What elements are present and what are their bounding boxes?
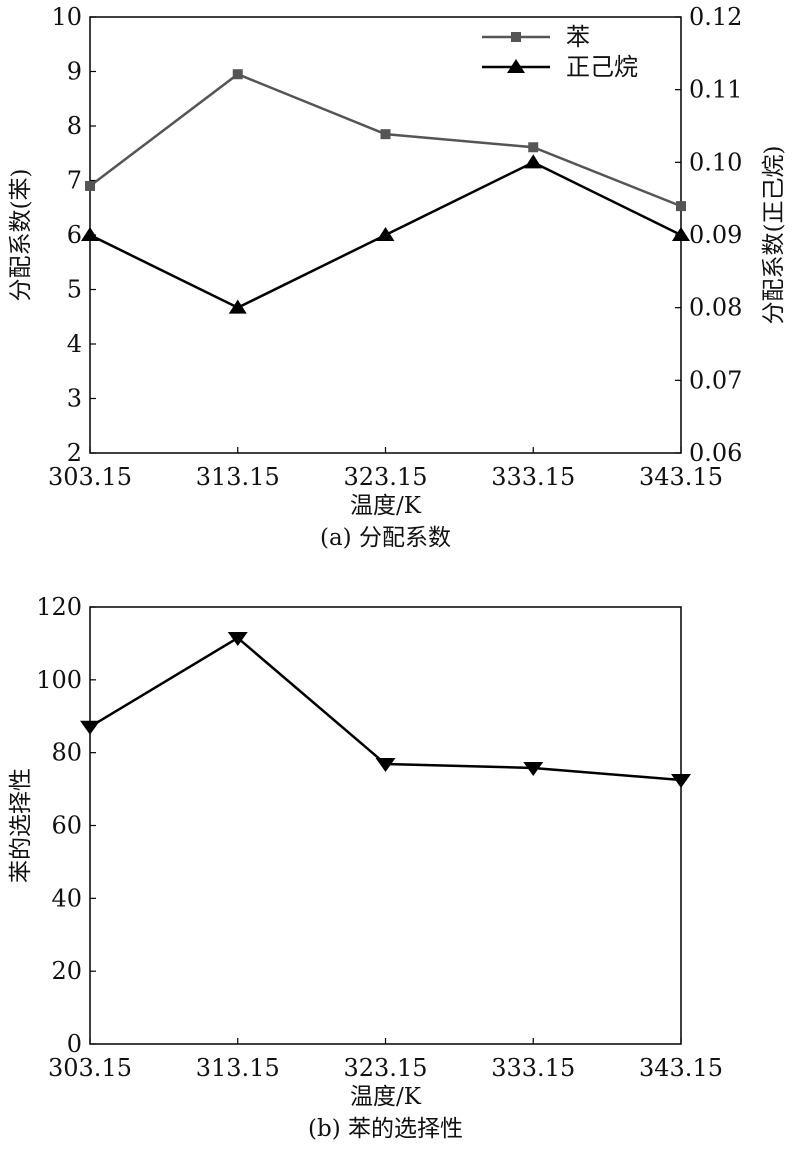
legend-label-1: 正己烷: [566, 53, 638, 81]
y-tick-label-left: 5: [67, 276, 82, 304]
chart-a-partition-coefficient: 303.15 313.15 323.15 333.15 343.15 温度/K (a) 分配…: [8, 3, 787, 551]
data-point-0-1: [227, 631, 248, 646]
y-tick-label-left: 60: [51, 812, 82, 840]
x-tick-label: 313.15: [196, 1054, 280, 1082]
x-axis-label: 温度/K: [350, 493, 422, 519]
y-tick-label-left: 9: [67, 58, 82, 86]
data-point-0-2: [375, 757, 396, 772]
data-point-0-4: [676, 201, 686, 212]
x-tick-label: 313.15: [196, 463, 280, 491]
legend-marker-1: [507, 59, 525, 73]
y-tick-label-left: 100: [36, 666, 82, 694]
data-point-1-2: [376, 227, 395, 241]
x-tick-label: 343.15: [639, 1054, 723, 1082]
y-tick-label-right: 0.08: [689, 294, 742, 322]
data-point-0-3: [528, 142, 539, 153]
y-tick-label-left: 8: [67, 112, 82, 140]
x-tick-label: 303.15: [48, 463, 132, 491]
data-point-0-4: [671, 773, 691, 788]
chart-caption: (a) 分配系数: [320, 525, 451, 551]
y-axis-label-left: 苯的选择性: [8, 768, 34, 883]
data-point-0-0: [85, 180, 95, 191]
x-tick-label: 343.15: [639, 463, 723, 491]
y-tick-label-left: 10: [51, 3, 82, 31]
legend-marker-0: [511, 32, 521, 42]
data-point-1-4: [672, 227, 690, 241]
y-tick-label-left: 7: [67, 167, 82, 195]
y-tick-label-right: 0.12: [689, 3, 742, 31]
y-tick-label-right: 0.11: [689, 76, 742, 104]
y-tick-label-left: 20: [51, 957, 82, 985]
data-point-0-2: [380, 129, 391, 140]
data-point-0-1: [232, 69, 243, 80]
y-tick-label-right: 0.10: [689, 148, 742, 176]
y-tick-label-left: 3: [67, 385, 82, 413]
y-axis-label-right: 分配系数(正己烷): [761, 146, 787, 325]
y-tick-label-right: 0.07: [689, 366, 742, 394]
chart-caption: (b) 苯的选择性: [308, 1116, 463, 1142]
x-tick-label: 333.15: [491, 463, 575, 491]
y-tick-label-left: 0: [67, 1030, 82, 1058]
y-tick-label-left: 80: [51, 739, 82, 767]
data-point-1-3: [524, 154, 543, 169]
y-tick-label-left: 6: [67, 221, 82, 249]
y-tick-label-left: 4: [67, 330, 82, 358]
series-line-0: [89, 72, 682, 208]
y-axis-label-left: 分配系数(苯): [8, 169, 34, 302]
data-point-1-0: [81, 227, 99, 241]
y-tick-label-right: 0.06: [689, 439, 742, 467]
data-point-0-0: [80, 720, 100, 735]
y-tick-label-left: 40: [51, 884, 82, 912]
x-tick-label: 323.15: [344, 1054, 428, 1082]
y-tick-label-left: 120: [36, 593, 82, 621]
data-point-0-3: [523, 761, 544, 776]
x-tick-label: 333.15: [491, 1054, 575, 1082]
legend-label-0: 苯: [566, 23, 590, 51]
x-tick-label: 323.15: [344, 463, 428, 491]
x-axis-label: 温度/K: [350, 1084, 422, 1110]
chart-b-benzene-selectivity: 303.15 313.15 323.15 333.15 343.15 温度/K (b) 苯的…: [8, 593, 723, 1142]
x-tick-label: 303.15: [48, 1054, 132, 1082]
y-tick-label-left: 2: [67, 439, 82, 467]
y-tick-label-right: 0.09: [689, 221, 742, 249]
data-point-1-1: [228, 299, 247, 314]
